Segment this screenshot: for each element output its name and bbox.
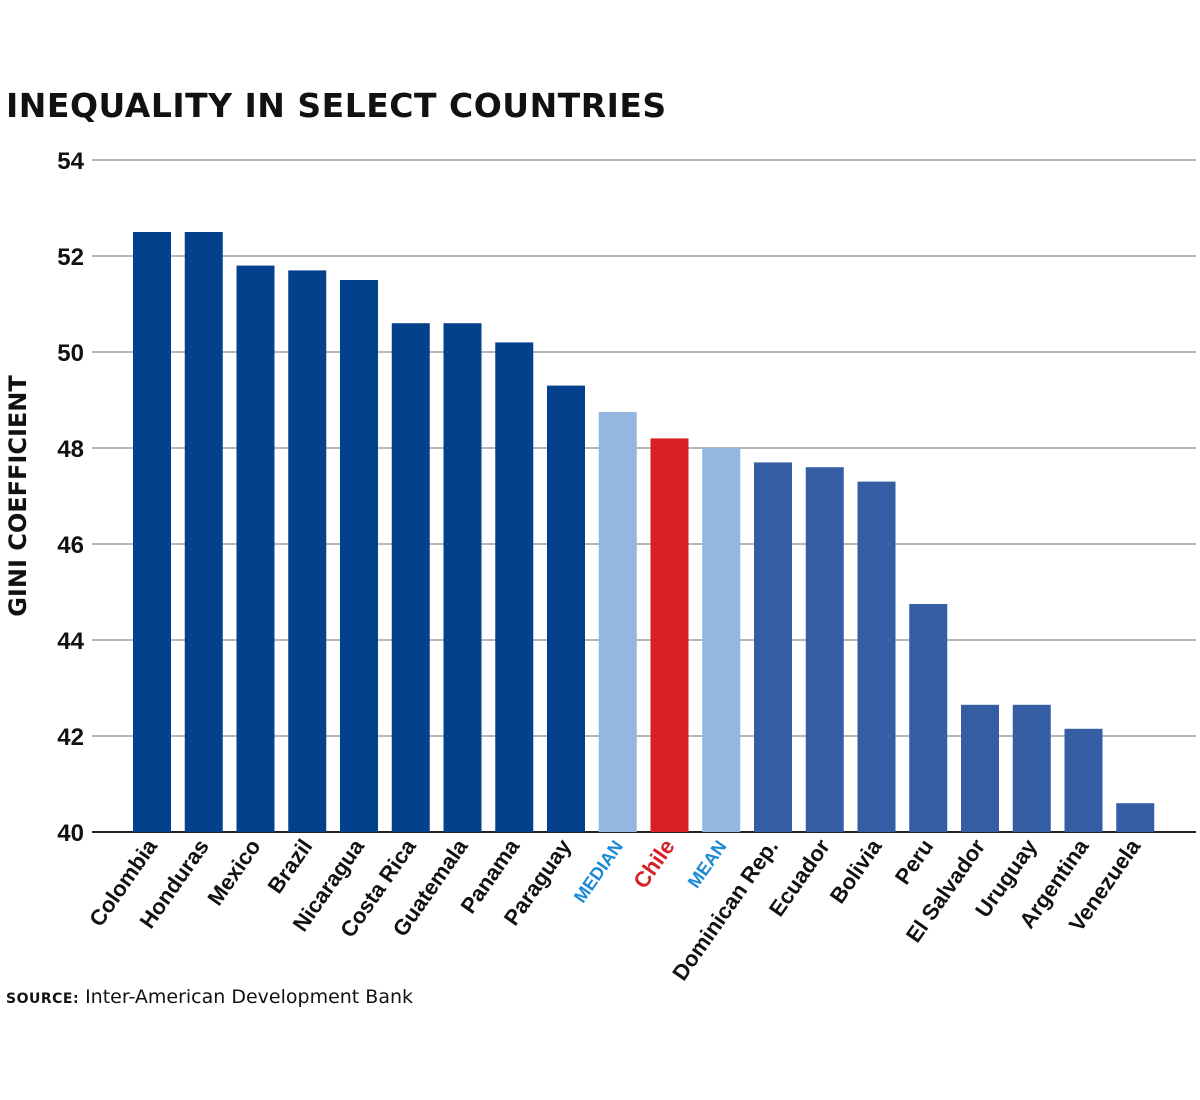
y-tick-label: 54 [57, 148, 84, 175]
category-label: Brazil [262, 835, 317, 898]
bar-nicaragua [340, 280, 378, 832]
y-tick-label: 48 [57, 436, 84, 463]
category-label: MEAN [684, 837, 731, 892]
bar-brazil [288, 270, 327, 832]
category-label: Mexico [202, 835, 265, 910]
y-tick-label: 46 [57, 532, 84, 559]
y-tick-label: 44 [57, 628, 84, 655]
bar-peru [909, 604, 948, 832]
bars [133, 232, 1155, 833]
bar-guatemala [443, 323, 482, 832]
bar-panama [495, 342, 534, 832]
category-label: MEDIAN [570, 837, 627, 907]
source-label: SOURCE: [6, 991, 80, 1007]
gridlines [92, 159, 1196, 833]
chart-title: INEQUALITY IN SELECT COUNTRIES [6, 86, 667, 125]
bar-colombia [133, 232, 171, 832]
category-label: Bolivia [825, 834, 887, 908]
bar-honduras [184, 232, 223, 832]
bar-costa-rica [391, 323, 430, 832]
bar-ecuador [805, 467, 844, 832]
source-text: Inter-American Development Bank [85, 986, 414, 1008]
bar-el-salvador [961, 704, 999, 832]
bar-mean [702, 448, 741, 832]
bar-dominican-rep [754, 462, 792, 832]
bar-uruguay [1012, 704, 1051, 832]
y-tick-label: 50 [57, 340, 84, 367]
y-tick-label: 52 [57, 244, 84, 271]
y-axis-label: GINI COEFFICIENT [4, 375, 32, 617]
y-tick-label: 42 [57, 724, 84, 751]
source-note: SOURCE: Inter-American Development Bank [6, 986, 413, 1008]
bar-mexico [236, 265, 275, 833]
bar-bolivia [857, 481, 896, 832]
y-axis-ticks: 40 42 44 46 48 50 52 54 [57, 148, 84, 847]
category-labels: ColombiaHondurasMexicoBrazilNicaraguaCos… [84, 834, 1146, 985]
bar-venezuela [1116, 803, 1155, 832]
category-label: Dominican Rep. [667, 835, 783, 986]
category-label: Chile [628, 835, 679, 893]
bar-chile [650, 438, 689, 832]
bar-paraguay [547, 385, 585, 832]
category-label: Peru [890, 835, 939, 889]
bar-argentina [1064, 728, 1103, 832]
bar-median [598, 412, 637, 832]
y-tick-label: 40 [57, 820, 84, 847]
